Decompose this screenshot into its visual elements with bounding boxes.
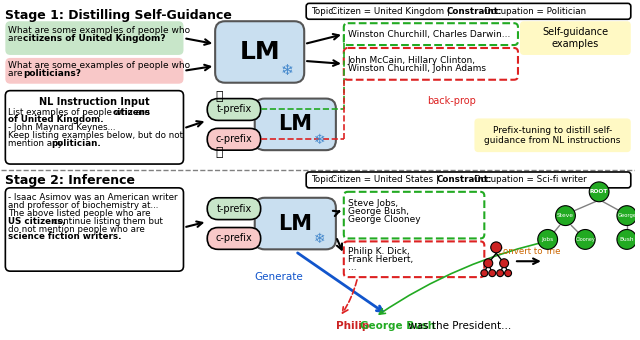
Text: Bush: Bush [620,237,634,242]
Text: What are some examples of people who: What are some examples of people who [8,26,191,35]
Circle shape [491,242,502,253]
FancyBboxPatch shape [207,198,260,220]
Text: LM: LM [278,214,312,234]
Text: ROOT: ROOT [590,189,608,194]
Text: t-prefix: t-prefix [216,104,252,115]
Text: 🔥: 🔥 [215,146,223,159]
Text: was the President...: was the President... [405,321,511,331]
Text: citizens: citizens [112,107,150,117]
Text: Generate: Generate [254,272,303,282]
Text: Stage 2: Inference: Stage 2: Inference [5,174,135,187]
Text: George: George [617,213,636,218]
Text: Steve Jobs,: Steve Jobs, [348,199,398,208]
Circle shape [575,230,595,249]
Text: ❄: ❄ [314,133,326,147]
Text: c-prefix: c-prefix [216,134,252,144]
Text: of United Kingdom.: of United Kingdom. [8,116,104,124]
Circle shape [617,230,637,249]
Text: back-prop: back-prop [427,96,476,106]
FancyBboxPatch shape [5,21,184,55]
Circle shape [538,230,557,249]
Text: LM: LM [278,114,312,134]
FancyBboxPatch shape [215,21,304,83]
Text: politician.: politician. [51,139,100,148]
Text: LM: LM [239,40,280,64]
Text: George Bush: George Bush [360,321,435,331]
FancyBboxPatch shape [5,58,184,84]
Text: Occupation = Politician: Occupation = Politician [484,7,586,16]
Text: Philip: Philip [336,321,369,331]
Circle shape [497,270,504,277]
FancyBboxPatch shape [255,198,336,249]
Text: George Clooney: George Clooney [348,215,420,224]
Circle shape [484,259,493,268]
Text: 🔥: 🔥 [215,90,223,103]
Text: Citizen = United States |: Citizen = United States | [331,175,442,184]
Text: t-prefix: t-prefix [216,204,252,214]
Text: are: are [8,69,26,78]
Text: What are some examples of people who: What are some examples of people who [8,61,191,70]
Text: c-prefix: c-prefix [216,234,252,243]
Text: ❄: ❄ [281,63,294,78]
Text: Topic:: Topic: [311,175,336,184]
Text: Frank Herbert,: Frank Herbert, [348,255,413,264]
Text: US citizens,: US citizens, [8,217,66,226]
Text: Constraint:: Constraint: [447,7,502,16]
Text: ...: ... [348,263,356,272]
Text: List examples of people who are: List examples of people who are [8,107,152,117]
Text: Clooney: Clooney [575,237,595,242]
Circle shape [500,259,509,268]
FancyBboxPatch shape [520,21,631,55]
Text: mention any: mention any [8,139,66,148]
Text: Prefix-tuning to distill self-
guidance from NL instructions: Prefix-tuning to distill self- guidance … [484,125,621,145]
Text: The above listed people who are: The above listed people who are [8,209,151,218]
Text: Stage 1: Distilling Self-Guidance: Stage 1: Distilling Self-Guidance [5,9,232,22]
Text: Self-guidance
examples: Self-guidance examples [542,27,609,49]
Text: ❄: ❄ [314,233,326,246]
Text: Keep listing examples below, but do not: Keep listing examples below, but do not [8,131,183,140]
Text: continue listing them but: continue listing them but [53,217,163,226]
Circle shape [617,206,637,225]
Text: citizens of United Kingdom?: citizens of United Kingdom? [23,34,166,43]
Circle shape [489,270,496,277]
Text: Winston Churchill, Charles Darwin...: Winston Churchill, Charles Darwin... [348,30,510,39]
FancyBboxPatch shape [255,99,336,150]
Text: - Isaac Asimov was an American writer: - Isaac Asimov was an American writer [8,193,178,202]
Text: are: are [8,34,26,43]
Text: Citizen = United Kingdom |: Citizen = United Kingdom | [331,7,452,16]
FancyBboxPatch shape [207,128,260,150]
Text: Topic:: Topic: [311,7,336,16]
FancyBboxPatch shape [306,172,631,188]
Text: politicians?: politicians? [23,69,81,78]
FancyBboxPatch shape [5,188,184,271]
FancyBboxPatch shape [207,227,260,249]
Text: Winston Churchill, John Adams: Winston Churchill, John Adams [348,64,486,73]
Text: Occupation = Sci-fi writer: Occupation = Sci-fi writer [474,175,587,184]
Text: Convert to Trie: Convert to Trie [497,247,561,256]
Text: Constraint:: Constraint: [437,175,492,184]
FancyBboxPatch shape [207,99,260,120]
Text: and professor of biochemistry at...: and professor of biochemistry at... [8,201,159,210]
FancyBboxPatch shape [474,118,631,152]
Text: do not mention people who are: do not mention people who are [8,224,145,234]
Circle shape [481,270,488,277]
FancyBboxPatch shape [5,91,184,164]
Text: George Bush,: George Bush, [348,207,409,216]
Text: science fiction writers.: science fiction writers. [8,233,122,241]
Text: Philip K. Dick,: Philip K. Dick, [348,248,410,256]
Text: - John Maynard Keynes...: - John Maynard Keynes... [8,123,116,132]
Circle shape [504,270,511,277]
Circle shape [589,182,609,202]
FancyBboxPatch shape [306,3,631,19]
Text: John McCain, Hillary Clinton,: John McCain, Hillary Clinton, [348,56,476,65]
Circle shape [556,206,575,225]
Text: Steve: Steve [557,213,574,218]
Text: NL Instruction Input: NL Instruction Input [39,97,150,107]
Text: Jobs: Jobs [541,237,554,242]
